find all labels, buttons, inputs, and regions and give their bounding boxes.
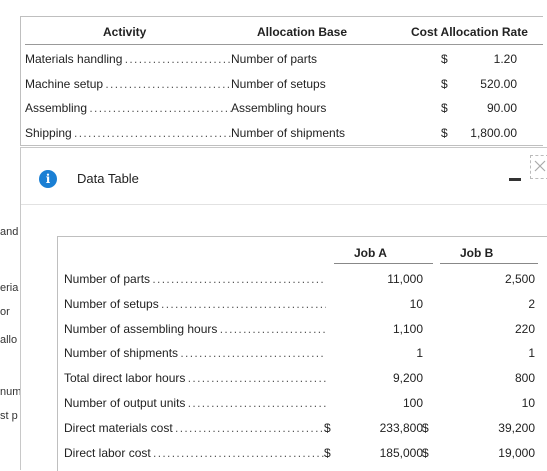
background-text-fragment: eria xyxy=(0,282,19,294)
dialog-titlebar: i Data Table xyxy=(21,148,547,205)
row-label: Number of shipments xyxy=(64,346,326,360)
job-b-value: 220 xyxy=(514,322,535,336)
job-b-value: 19,000 xyxy=(498,446,535,460)
currency-symbol: $ xyxy=(441,77,448,91)
allocation-base-cell: Assembling hours xyxy=(231,101,327,115)
job-b-value: 800 xyxy=(514,371,535,385)
job-b-header: Job B xyxy=(460,246,494,260)
allocation-base-cell: Number of shipments xyxy=(231,126,346,140)
activity-cell: Machine setup xyxy=(25,77,231,91)
job-a-value: 1,100 xyxy=(392,322,423,336)
background-text-fragment: st p xyxy=(0,410,18,422)
allocation-base-cell: Number of setups xyxy=(231,77,326,91)
rate-cell: 1.20 xyxy=(493,52,517,66)
table-row: Assembling Assembling hours $ 90.00 xyxy=(21,101,543,121)
dialog-title: Data Table xyxy=(77,171,139,186)
row-label: Direct labor cost xyxy=(64,446,326,460)
job-b-value: 10 xyxy=(521,396,535,410)
activity-cell: Shipping xyxy=(25,126,231,140)
activity-cell: Materials handling xyxy=(25,52,231,66)
table-row: Number of shipments 1 1 xyxy=(58,346,547,366)
background-text-fragment: or xyxy=(0,306,10,318)
table-row: Materials handling Number of parts $ 1.2… xyxy=(21,52,543,72)
job-a-header: Job A xyxy=(354,246,387,260)
job-data-table: Job A Job B Number of parts 11,000 2,500… xyxy=(57,236,547,471)
activity-header: Activity xyxy=(103,25,147,39)
job-a-value: 185,000 xyxy=(379,446,423,460)
allocation-base-header: Allocation Base xyxy=(257,25,348,39)
header-divider xyxy=(25,44,543,45)
close-icon[interactable] xyxy=(530,155,547,179)
table-row: Machine setup Number of setups $ 520.00 xyxy=(21,77,543,97)
job-a-value: 233,800 xyxy=(379,421,423,435)
table-row: Direct materials cost $ 233,800 $ 39,200 xyxy=(58,421,547,441)
row-label: Total direct labor hours xyxy=(64,371,326,385)
currency-symbol: $ xyxy=(324,421,331,435)
table-row: Number of parts 11,000 2,500 xyxy=(58,272,547,292)
job-a-value: 10 xyxy=(409,297,423,311)
currency-symbol: $ xyxy=(422,446,429,460)
table-row: Number of output units 100 10 xyxy=(58,396,547,416)
currency-symbol: $ xyxy=(324,446,331,460)
background-text-fragment: num xyxy=(0,386,22,398)
background-text-fragment: allo xyxy=(0,334,18,346)
rate-cell: 1,800.00 xyxy=(470,126,517,140)
table-row: Shipping Number of shipments $ 1,800.00 xyxy=(21,126,543,146)
table-row: Total direct labor hours 9,200 800 xyxy=(58,371,547,391)
job-b-value: 39,200 xyxy=(498,421,535,435)
cost-allocation-table: Activity Allocation Base Cost Allocation… xyxy=(20,16,543,146)
job-b-value: 1 xyxy=(528,346,535,360)
info-icon: i xyxy=(39,170,57,188)
data-table-dialog: i Data Table Job A Job B Number of parts… xyxy=(20,147,547,471)
table-row: Direct labor cost $ 185,000 $ 19,000 xyxy=(58,446,547,466)
minimize-icon[interactable] xyxy=(509,178,521,181)
rate-cell: 90.00 xyxy=(486,101,517,115)
row-label: Number of assembling hours xyxy=(64,322,326,336)
currency-symbol: $ xyxy=(441,126,448,140)
rate-cell: 520.00 xyxy=(480,77,517,91)
row-label: Number of parts xyxy=(64,272,326,286)
job-a-value: 9,200 xyxy=(392,371,423,385)
job-b-value: 2 xyxy=(528,297,535,311)
job-a-value: 11,000 xyxy=(387,272,423,286)
job-b-header-rule xyxy=(440,263,538,264)
row-label: Number of setups xyxy=(64,297,326,311)
cost-allocation-rate-header: Cost Allocation Rate xyxy=(411,25,528,39)
job-a-value: 100 xyxy=(402,396,423,410)
table-row: Number of assembling hours 1,100 220 xyxy=(58,322,547,342)
currency-symbol: $ xyxy=(441,101,448,115)
currency-symbol: $ xyxy=(422,421,429,435)
job-a-header-rule xyxy=(334,263,433,264)
currency-symbol: $ xyxy=(441,52,448,66)
background-text-fragment: and xyxy=(0,226,19,238)
activity-cell: Assembling xyxy=(25,101,231,115)
row-label: Direct materials cost xyxy=(64,421,326,435)
job-b-value: 2,500 xyxy=(504,272,535,286)
row-label: Number of output units xyxy=(64,396,326,410)
table-row: Number of setups 10 2 xyxy=(58,297,547,317)
job-a-value: 1 xyxy=(416,346,423,360)
allocation-base-cell: Number of parts xyxy=(231,52,318,66)
